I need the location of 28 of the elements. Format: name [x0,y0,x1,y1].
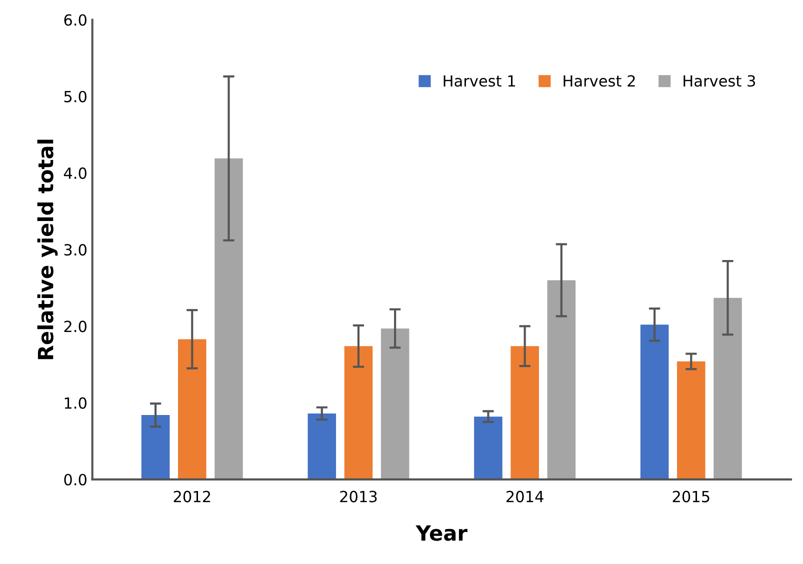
bar [510,346,539,480]
bar [380,328,410,480]
bar [344,346,373,480]
y-axis-title: Relative yield total [37,140,58,360]
x-tick-label: 2013 [340,490,377,502]
bar [714,298,742,480]
legend-label: Harvest 2 [564,75,635,87]
legend-label: Harvest 3 [684,75,756,87]
y-tick-label: 6.0 [64,14,86,26]
bar [640,324,669,480]
x-tick-label: 2012 [174,490,210,502]
y-tick-label: 5.0 [64,90,86,102]
x-axis-title: Year [416,525,468,541]
bar [308,414,336,480]
y-tick-label: 3.0 [64,244,86,256]
legend-label: Harvest 1 [444,75,515,87]
bar [141,415,170,480]
bar [474,416,502,480]
y-tick-label: 2.0 [64,320,86,332]
bar [677,361,706,480]
bar [547,280,576,480]
bar [214,158,243,480]
y-tick-label: 0.0 [64,474,86,486]
x-tick-label: 2015 [672,490,710,502]
bar [178,339,206,480]
y-tick-label: 4.0 [64,167,86,179]
y-tick-label: 1.0 [64,397,86,409]
x-tick-label: 2014 [506,490,544,502]
